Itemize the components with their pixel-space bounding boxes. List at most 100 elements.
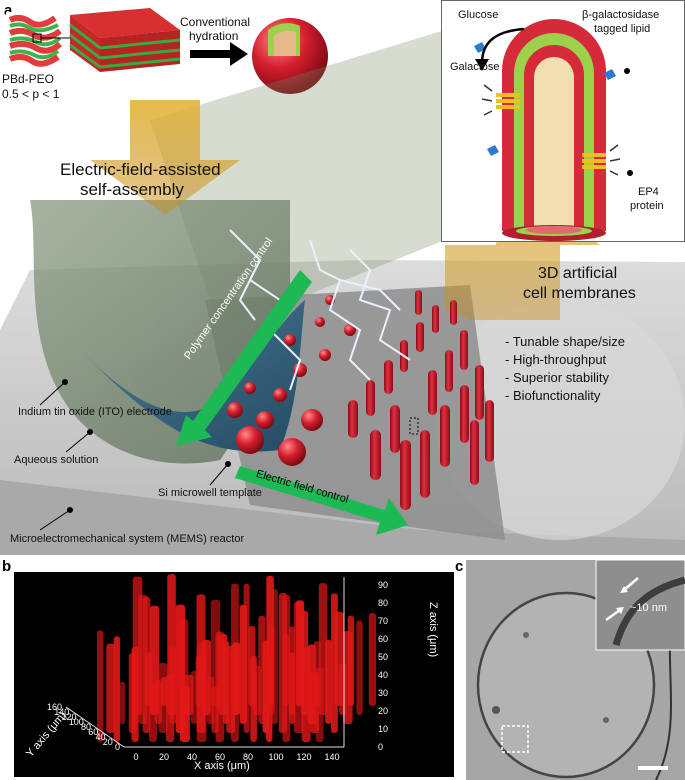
x-tick-label: 20 <box>159 752 169 762</box>
fluorescence-pillar <box>218 634 228 715</box>
x-tick-label: 40 <box>187 752 197 762</box>
panel-letter-c: c <box>455 558 464 575</box>
vesicle-sphere <box>252 18 328 94</box>
electric-field-arrow <box>235 466 408 535</box>
lipid-label-line1: β-galactosidase <box>582 9 660 21</box>
fluorescence-pillar <box>210 599 221 706</box>
fluorescence-pillar <box>178 619 189 706</box>
y-tick-label: 60 <box>88 727 98 737</box>
panel-b-3d-image: 0 20 40 60 80 100 120 140 0 20 40 60 80 100 120 140 160… <box>14 572 454 777</box>
aqueous-label: Aqueous solution <box>14 454 99 466</box>
fluorescence-pillar <box>230 649 238 706</box>
ep4-label-line1: EP4 <box>638 186 659 198</box>
cryo-em-image <box>466 560 685 780</box>
fluorescence-pillar <box>195 655 203 706</box>
x-tick-label: 60 <box>215 752 225 762</box>
x-tick-label: 80 <box>243 752 253 762</box>
y-tick-label: 40 <box>95 732 105 742</box>
x-tick-label: 100 <box>268 752 283 762</box>
z-tick-label: 70 <box>378 616 388 626</box>
fluorescence-pillar <box>356 620 363 715</box>
y-tick-label: 0 <box>115 742 120 752</box>
y-tick-label: 120 <box>61 712 76 722</box>
z-tick-label: 40 <box>378 670 388 680</box>
y-tick-label: 140 <box>54 707 69 717</box>
feature-3: - Superior stability <box>505 370 610 385</box>
fluorescence-pillar <box>347 615 355 706</box>
mems-label: Microelectromechanical system (MEMS) rea… <box>10 533 245 545</box>
fluorescence-pillar <box>295 600 305 706</box>
hydration-label: hydration <box>189 29 239 43</box>
x-tick-labels: 0 20 40 60 80 100 120 140 <box>133 752 339 762</box>
panel-a: a <box>0 0 685 555</box>
y-tick-label: 160 <box>47 702 62 712</box>
fluorescence-pillar <box>334 611 344 706</box>
feature-4: - Biofunctionality <box>505 388 601 403</box>
ito-label: Indium tin oxide (ITO) electrode <box>18 406 172 418</box>
y-tick-label: 20 <box>103 737 113 747</box>
fluorescence-pillar <box>282 634 290 706</box>
gold-arrow-down <box>90 100 240 215</box>
glucose-label: Glucose <box>458 9 499 21</box>
fluorescence-pillar <box>119 681 126 724</box>
red-fluorescence-pillars <box>96 574 377 742</box>
x-tick-label: 140 <box>324 752 339 762</box>
feature-2: - High-throughput <box>505 352 607 367</box>
efa-label-line2: self-assembly <box>80 180 184 199</box>
panel-letter-b: b <box>2 558 12 575</box>
confocal-3d-plot: 0 20 40 60 80 100 120 140 020406080100120140160… <box>47 574 388 762</box>
z-tick-label: 0 <box>378 742 383 752</box>
galactose-label: Galactose <box>450 61 500 73</box>
fluorescence-pillar <box>132 576 143 715</box>
fluorescence-pillar <box>248 625 256 706</box>
x-tick-label: 0 <box>133 752 138 762</box>
fluorescence-pillar <box>144 652 153 706</box>
panel-c-cryo-em: ~10 nm <box>466 560 685 780</box>
lamellar-stack <box>69 8 181 72</box>
fluorescence-pillar <box>106 643 116 733</box>
lipid-label-line2: tagged lipid <box>594 23 651 35</box>
pillar-array <box>348 290 494 510</box>
z-tick-label: 80 <box>378 598 388 608</box>
x-axis-label: X axis (μm) <box>194 760 250 772</box>
panel-letter-a: a <box>4 2 13 19</box>
polymer-concentration-arrow <box>176 270 312 446</box>
fluorescence-pillar <box>288 626 295 715</box>
fluorescence-pillar <box>313 641 321 706</box>
z-axis-label: Z axis (μm) <box>427 602 439 658</box>
ep4-label-line2: protein <box>630 200 664 212</box>
callout-lines <box>39 379 231 531</box>
z-tick-label: 90 <box>378 580 388 590</box>
z-tick-label: 30 <box>378 688 388 698</box>
hydration-arrow <box>190 42 248 66</box>
feature-1: - Tunable shape/size <box>505 334 625 349</box>
aqueous-solution <box>80 300 305 452</box>
fluorescence-pillar <box>201 639 211 715</box>
vesicle-array <box>227 295 356 466</box>
fluorescence-pillar <box>160 676 168 706</box>
schematic-illustration <box>0 8 685 555</box>
z-tick-labels: 0 10 20 30 40 50 60 70 80 90 <box>378 580 388 752</box>
pbd-peo-chains <box>6 12 70 70</box>
membrane-tube-illustration <box>474 19 633 241</box>
y-tick-label: 100 <box>69 717 84 727</box>
membranes-label-line1: 3D artificial <box>538 265 618 282</box>
fluorescence-pillar <box>167 574 176 715</box>
si-template-label: Si microwell template <box>158 487 262 499</box>
z-tick-label: 20 <box>378 706 388 716</box>
thickness-label: ~10 nm <box>630 602 667 614</box>
fluorescence-pillar <box>113 636 120 742</box>
membranes-label-line2: cell membranes <box>523 285 636 302</box>
efa-label-line1: Electric-field-assisted <box>60 160 221 179</box>
y-tick-label: 80 <box>81 722 91 732</box>
z-tick-label: 10 <box>378 724 388 734</box>
x-tick-label: 120 <box>296 752 311 762</box>
p-range-label: 0.5 < p < 1 <box>2 87 60 101</box>
fluorescence-pillar <box>96 630 104 742</box>
pbd-peo-label: PBd-PEO <box>2 72 55 86</box>
z-tick-label: 50 <box>378 652 388 662</box>
z-tick-label: 60 <box>378 634 388 644</box>
membrane-inset: Glucose Galactose β-galactosidase tagged… <box>441 0 685 242</box>
fluorescence-pillar <box>368 612 377 706</box>
